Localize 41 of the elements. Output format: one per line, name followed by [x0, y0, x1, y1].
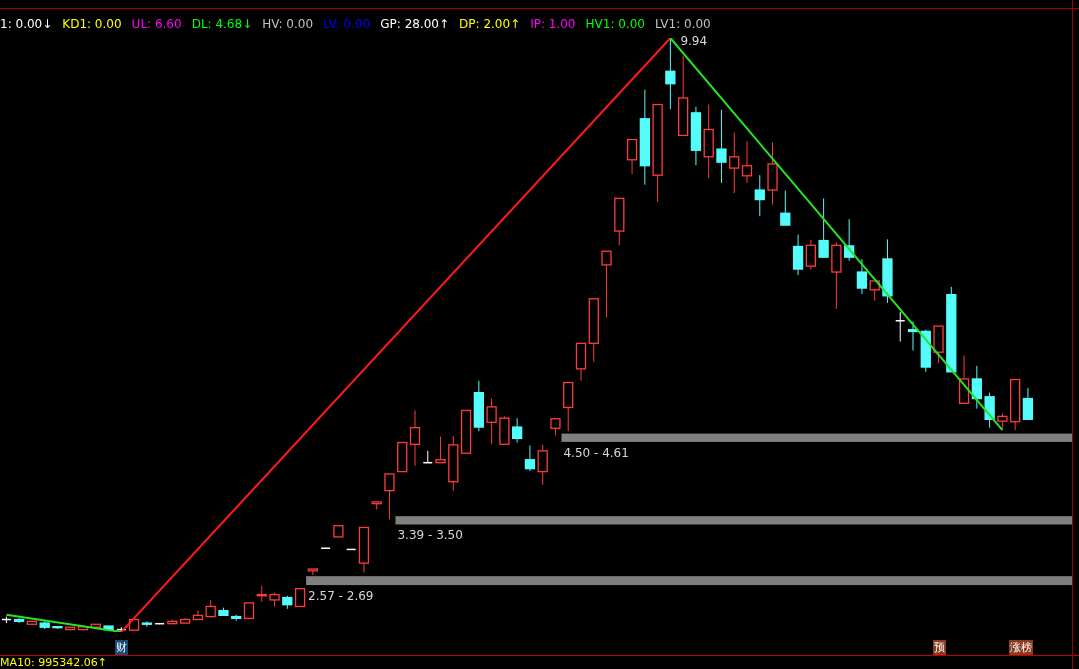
candlestick — [537, 444, 548, 486]
text: MA10: 995342.06↑ — [0, 656, 107, 669]
candlestick — [754, 174, 765, 217]
candlestick — [512, 417, 523, 444]
candlestick — [792, 234, 804, 276]
candlestick — [729, 131, 740, 194]
text: DL: 4.68↓ — [191, 17, 253, 31]
candlestick — [716, 109, 727, 184]
candlestick — [780, 190, 791, 226]
text: HV: 0.00 — [262, 17, 314, 31]
band-label: 2.57 - 2.69 — [308, 589, 374, 604]
text: LV: 0.00 — [323, 17, 371, 31]
candlestick — [1022, 387, 1034, 420]
candlestick — [741, 140, 753, 184]
candlestick — [805, 239, 816, 271]
candlestick — [856, 258, 868, 295]
band-label: 4.50 - 4.61 — [563, 445, 629, 460]
text: 1: 0.00↓ — [0, 17, 53, 31]
candlestick — [435, 436, 446, 464]
text: GP: 28.00↑ — [380, 17, 450, 31]
candlestick — [601, 250, 612, 318]
text: 预 — [932, 640, 946, 655]
text: KD1: 0.00 — [62, 17, 122, 31]
text: 涨榜 — [1009, 640, 1034, 655]
candlestick — [524, 444, 536, 472]
band-label: 3.39 - 3.50 — [397, 528, 463, 543]
text: DP: 2.00↑ — [459, 17, 521, 31]
text: IP: 1.00 — [530, 17, 576, 31]
text: UL: 6.60 — [131, 17, 182, 31]
candlestick — [626, 138, 638, 175]
text: LV1: 0.00 — [654, 17, 711, 31]
candlestick — [409, 409, 421, 467]
candlestick — [907, 320, 919, 351]
candlestick — [384, 473, 395, 520]
candlestick — [486, 398, 497, 445]
candlestick — [818, 197, 829, 258]
candlestick — [971, 365, 982, 410]
annotation: 9.94 — [680, 34, 708, 48]
candlestick — [665, 38, 676, 110]
text: 财 — [115, 640, 129, 655]
text: HV1: 0.00 — [585, 17, 645, 31]
